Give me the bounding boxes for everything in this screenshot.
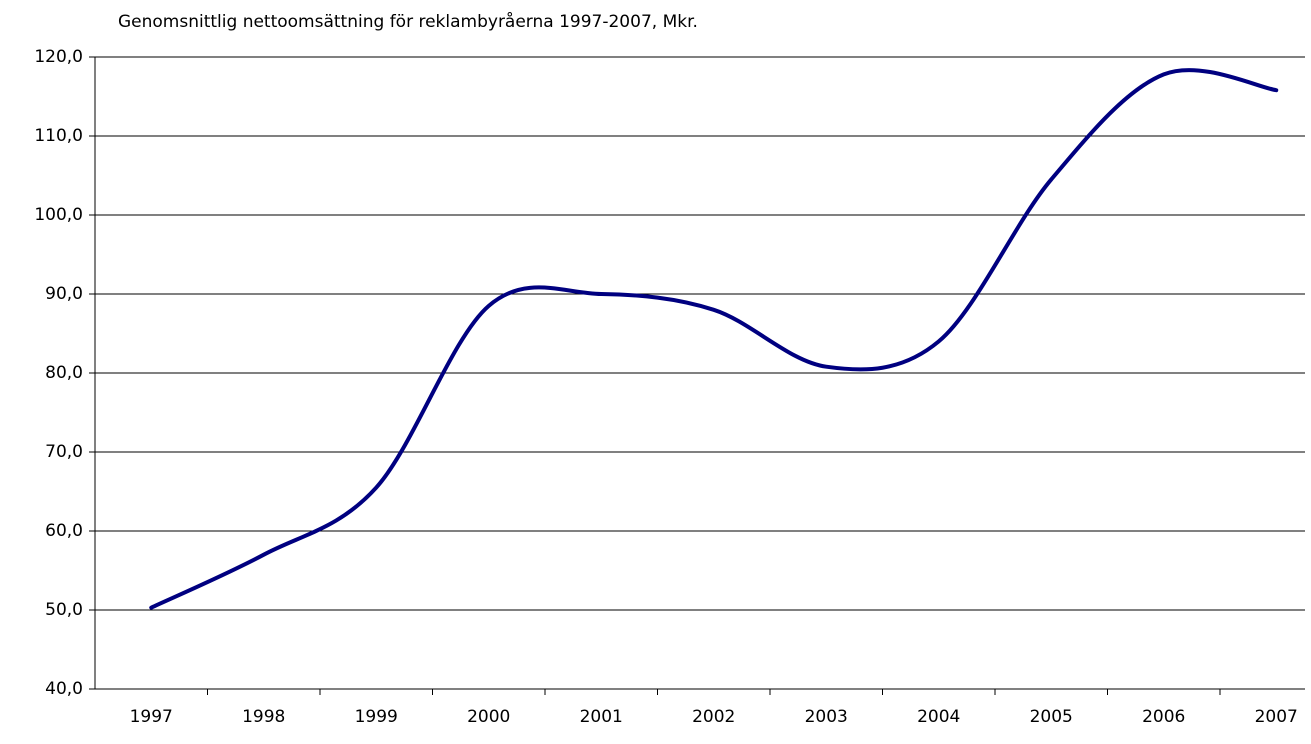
y-tick-label: 60,0 <box>45 521 83 541</box>
x-tick-label: 1997 <box>130 707 173 727</box>
y-tick-label: 100,0 <box>34 205 83 225</box>
x-tick-label: 2001 <box>580 707 623 727</box>
chart-title: Genomsnittlig nettoomsättning för reklam… <box>118 11 698 32</box>
y-tick-label: 40,0 <box>45 679 83 699</box>
x-tick-label: 2007 <box>1255 707 1298 727</box>
x-tick-label: 2005 <box>1030 707 1073 727</box>
y-tick-label: 70,0 <box>45 442 83 462</box>
x-tick-label: 1998 <box>242 707 285 727</box>
x-tick-label: 2006 <box>1142 707 1185 727</box>
y-tick-label: 120,0 <box>34 47 83 67</box>
y-tick-label: 110,0 <box>34 126 83 146</box>
y-tick-label: 50,0 <box>45 600 83 620</box>
x-tick-label: 2004 <box>917 707 960 727</box>
y-tick-label: 90,0 <box>45 284 83 304</box>
x-tick-label: 2003 <box>805 707 848 727</box>
data-line <box>149 68 1279 610</box>
x-tick-label: 2002 <box>692 707 735 727</box>
x-tick-label: 1999 <box>355 707 398 727</box>
x-tick-label: 2000 <box>467 707 510 727</box>
y-tick-label: 80,0 <box>45 363 83 383</box>
